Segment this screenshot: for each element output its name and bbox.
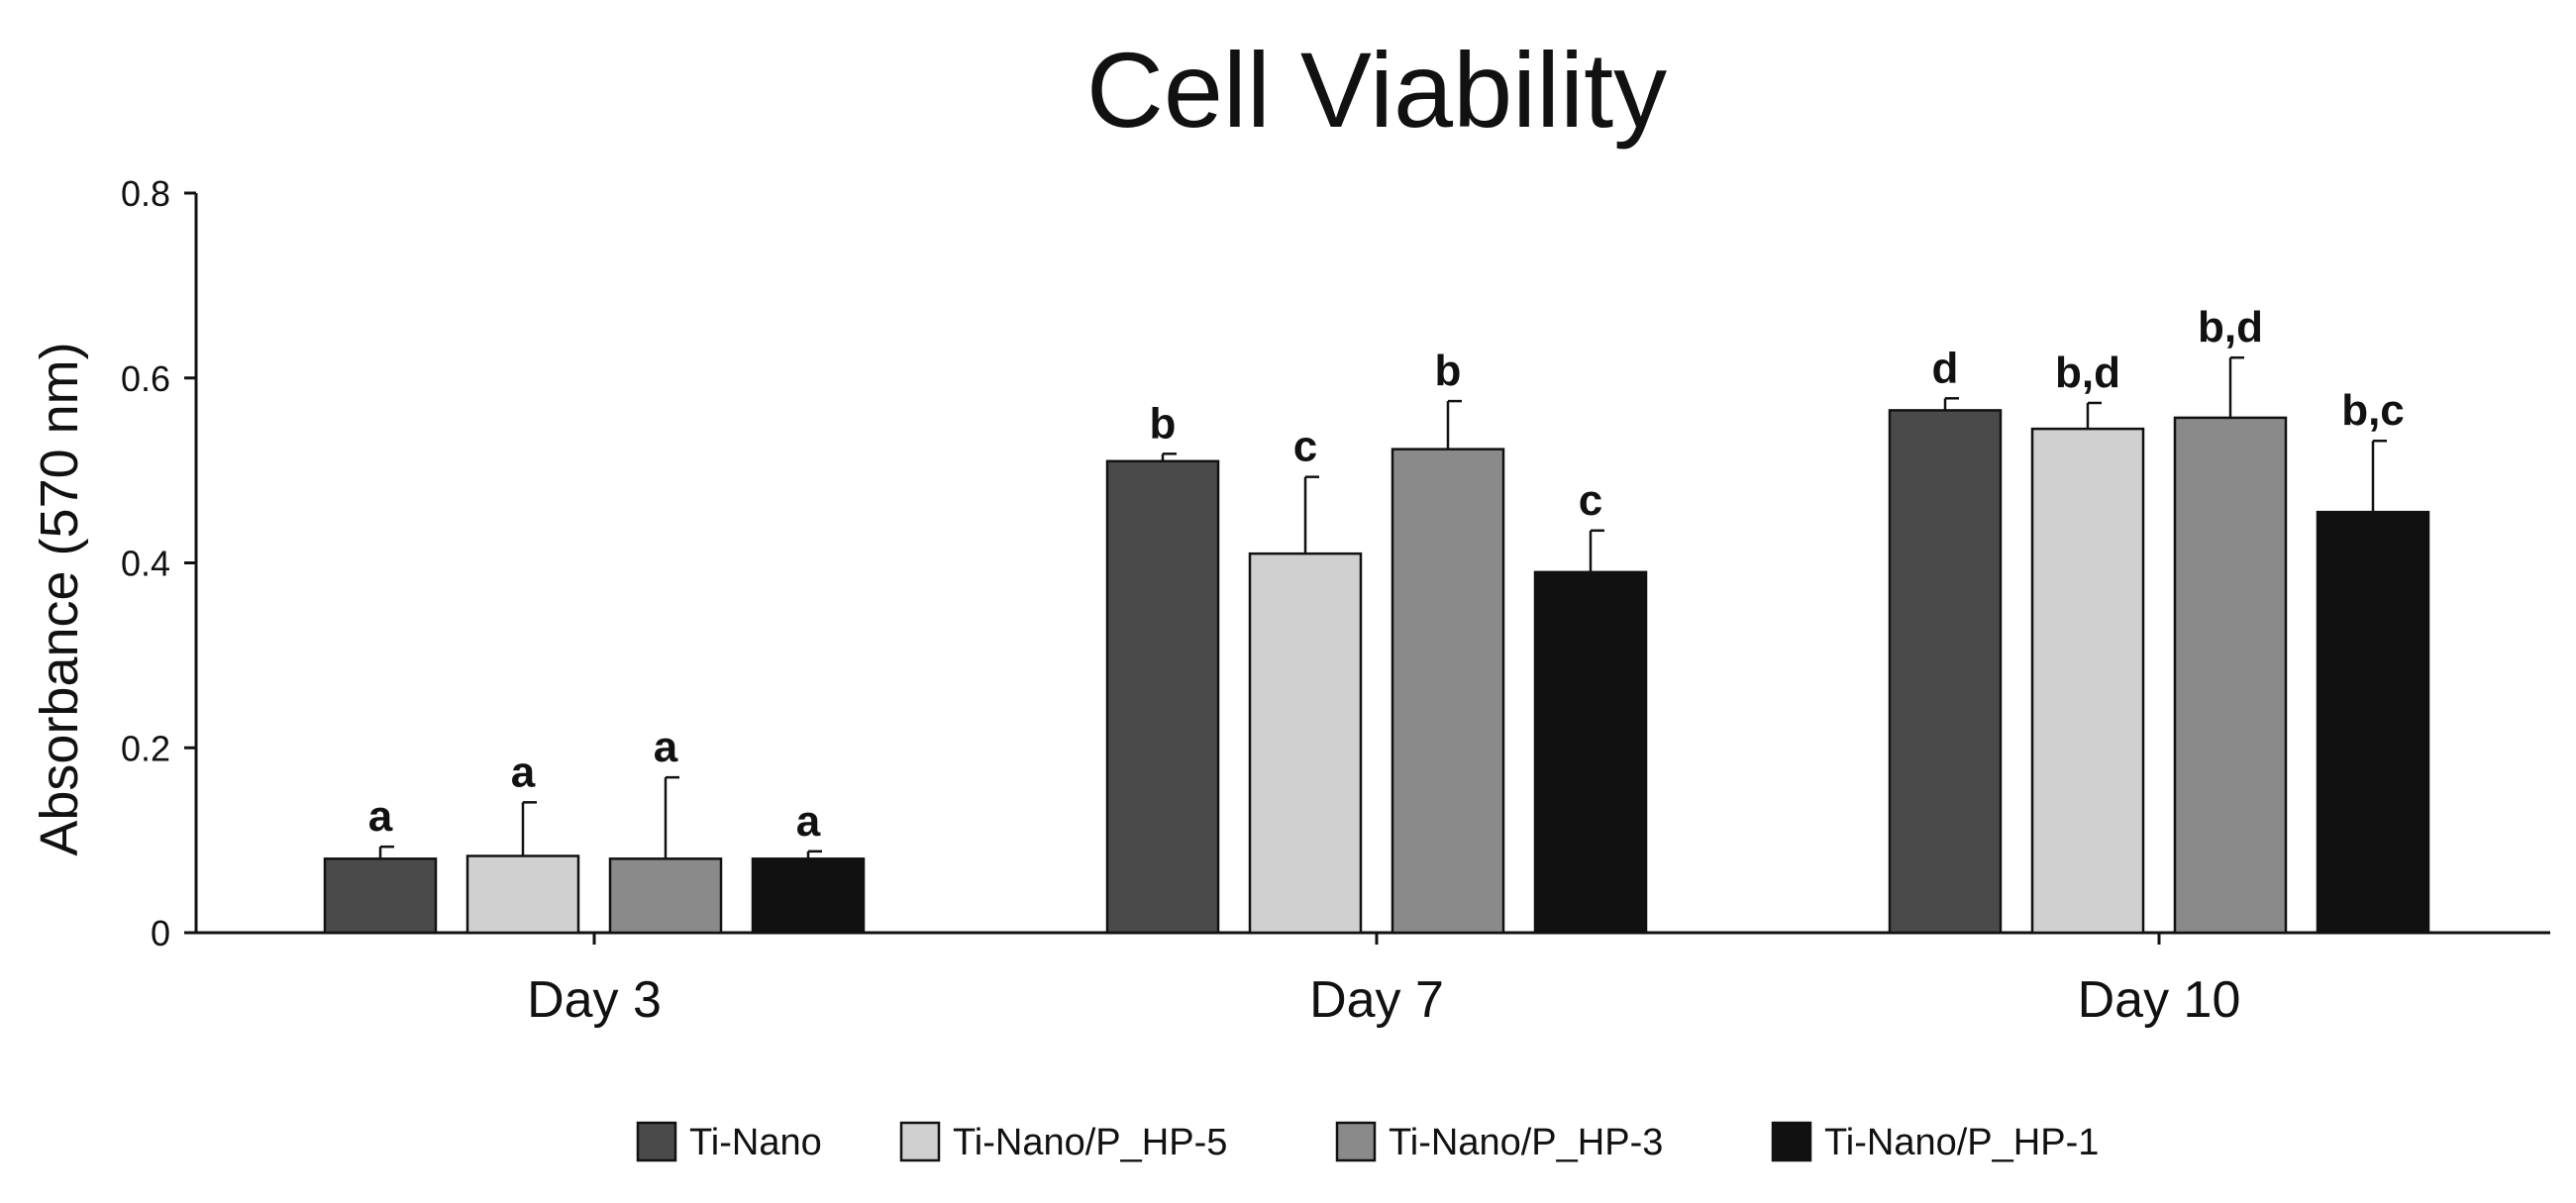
bar xyxy=(608,857,723,935)
bar xyxy=(1105,459,1220,935)
significance-label: b,c xyxy=(2341,386,2405,435)
bar xyxy=(1888,409,2003,935)
legend: Ti-Nano Ti-Nano/P_HP-5 Ti-Nano/P_HP-3 Ti-Na… xyxy=(636,1121,2099,1163)
y-tick-label: 0.2 xyxy=(121,728,170,768)
significance-label: c xyxy=(1579,476,1602,525)
legend-label: Ti-Nano/P_HP-5 xyxy=(953,1122,1227,1163)
legend-swatch xyxy=(1335,1121,1377,1162)
chart-title: Cell Viability xyxy=(1086,30,1667,150)
bar xyxy=(2173,416,2288,935)
bar xyxy=(751,857,866,935)
bar xyxy=(465,854,580,935)
y-tick-label: 0 xyxy=(151,913,170,953)
significance-label: b xyxy=(1435,347,1462,395)
legend-label: Ti-Nano/P_HP-1 xyxy=(1824,1122,2099,1163)
x-tick-label: Day 7 xyxy=(1309,971,1444,1029)
significance-label: b xyxy=(1150,399,1177,448)
y-axis-label: Absorbance (570 nm) xyxy=(30,342,89,855)
plot-area: 0 0.2 0.4 0.6 0.8 Day 3 Day 7 Day 10 a b d a c b,d a b b… xyxy=(121,173,2550,1029)
y-tick-label: 0.4 xyxy=(121,544,170,584)
bar xyxy=(1533,570,1648,935)
significance-label: a xyxy=(511,748,536,796)
legend-swatch xyxy=(636,1121,677,1162)
significance-label: a xyxy=(368,792,393,841)
bar xyxy=(323,857,438,935)
bar xyxy=(2030,427,2145,935)
significance-label: a xyxy=(796,797,821,846)
significance-label: c xyxy=(1293,423,1317,471)
y-tick-label: 0.6 xyxy=(121,358,170,399)
significance-label: d xyxy=(1932,344,1959,392)
significance-label: a xyxy=(654,723,678,771)
bar xyxy=(1391,448,1505,935)
x-tick-label: Day 10 xyxy=(2078,971,2241,1029)
legend-label: Ti-Nano/P_HP-3 xyxy=(1389,1122,1663,1163)
y-tick-label: 0.8 xyxy=(121,173,170,214)
legend-swatch xyxy=(899,1121,941,1162)
significance-label: b,d xyxy=(2198,303,2263,351)
bar xyxy=(2316,510,2430,935)
significance-label: b,d xyxy=(2055,349,2120,397)
x-tick-label: Day 3 xyxy=(527,971,662,1029)
legend-swatch xyxy=(1771,1121,1812,1162)
bar xyxy=(1248,551,1363,935)
legend-label: Ti-Nano xyxy=(689,1122,822,1163)
